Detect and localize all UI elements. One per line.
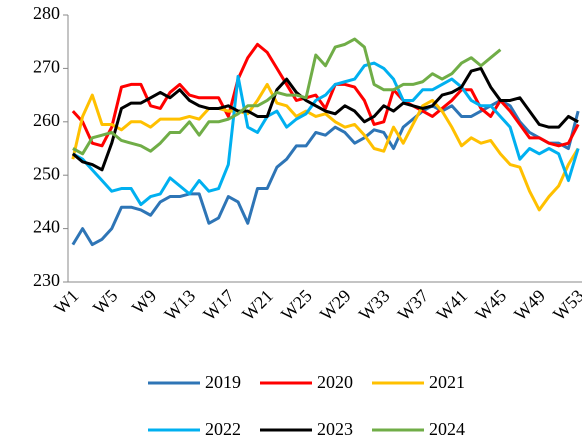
y-tick-label: 270 bbox=[33, 57, 60, 77]
x-tick-label: W13 bbox=[160, 286, 199, 325]
x-tick-label: W53 bbox=[549, 286, 582, 325]
legend-label: 2023 bbox=[317, 419, 353, 439]
series-line bbox=[71, 66, 579, 172]
x-tick-label: W33 bbox=[355, 286, 394, 325]
y-tick-label: 240 bbox=[33, 217, 60, 237]
legend-label: 2020 bbox=[317, 372, 353, 392]
x-tick-label: W45 bbox=[471, 286, 510, 325]
series-line bbox=[71, 82, 580, 212]
legend-label: 2022 bbox=[205, 419, 241, 439]
y-tick-label: 260 bbox=[33, 110, 60, 130]
x-tick-label: W5 bbox=[89, 286, 122, 319]
y-tick-label: 280 bbox=[33, 3, 60, 23]
series-line bbox=[72, 37, 502, 156]
legend-label: 2021 bbox=[429, 372, 465, 392]
legend-label: 2019 bbox=[205, 372, 241, 392]
x-tick-label: W21 bbox=[238, 286, 277, 325]
legend-label: 2024 bbox=[429, 419, 465, 439]
x-tick-label: W1 bbox=[50, 286, 83, 319]
series-line bbox=[72, 61, 580, 207]
x-tick-label: W17 bbox=[199, 286, 238, 325]
series-line bbox=[71, 98, 580, 247]
x-tick-label: W29 bbox=[316, 286, 355, 325]
x-tick-label: W41 bbox=[432, 286, 471, 325]
y-tick-label: 250 bbox=[33, 163, 60, 183]
x-tick-label: W49 bbox=[510, 286, 549, 325]
y-tick-label: 230 bbox=[33, 270, 60, 290]
x-tick-label: W25 bbox=[277, 286, 316, 325]
x-tick-label: W9 bbox=[128, 286, 161, 319]
x-tick-label: W37 bbox=[394, 286, 433, 325]
